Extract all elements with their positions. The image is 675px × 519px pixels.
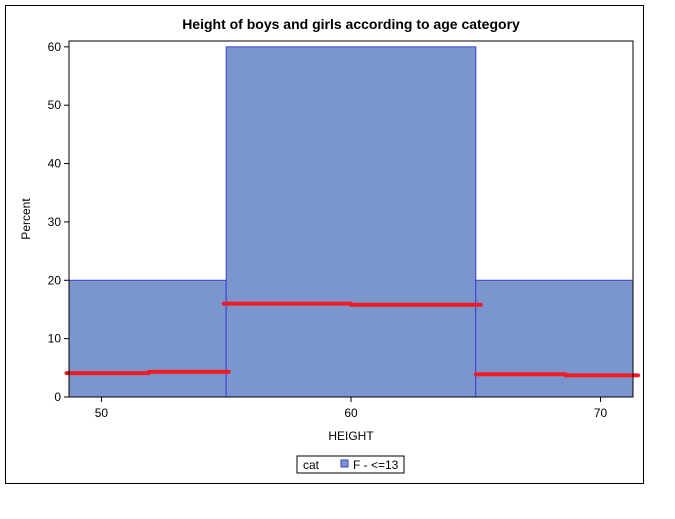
- histogram-bar-2: [475, 279, 634, 398]
- legend-box: [296, 455, 405, 474]
- histogram-bar-0: [68, 279, 227, 398]
- x-axis-label: HEIGHT: [328, 429, 374, 443]
- y-tick-label: 0: [54, 390, 61, 404]
- legend: cat F - <=13: [296, 455, 405, 474]
- legend-swatch: [340, 459, 349, 468]
- x-tick-label: 70: [594, 406, 608, 420]
- y-axis-label: Percent: [19, 198, 33, 240]
- legend-title: cat: [303, 458, 320, 472]
- x-tick-label: 50: [95, 406, 109, 420]
- y-tick-label: 60: [48, 40, 62, 54]
- y-tick-label: 50: [48, 98, 62, 112]
- y-tick-label: 30: [48, 215, 62, 229]
- y-tick-label: 10: [48, 332, 62, 346]
- y-tick-label: 20: [48, 273, 62, 287]
- chart-title: Height of boys and girls according to ag…: [182, 16, 520, 32]
- histogram-bar-1: [225, 46, 477, 398]
- x-tick-label: 60: [344, 406, 358, 420]
- legend-entry: F - <=13: [353, 458, 399, 472]
- chart-frame: [5, 5, 644, 484]
- y-tick-label: 40: [48, 157, 62, 171]
